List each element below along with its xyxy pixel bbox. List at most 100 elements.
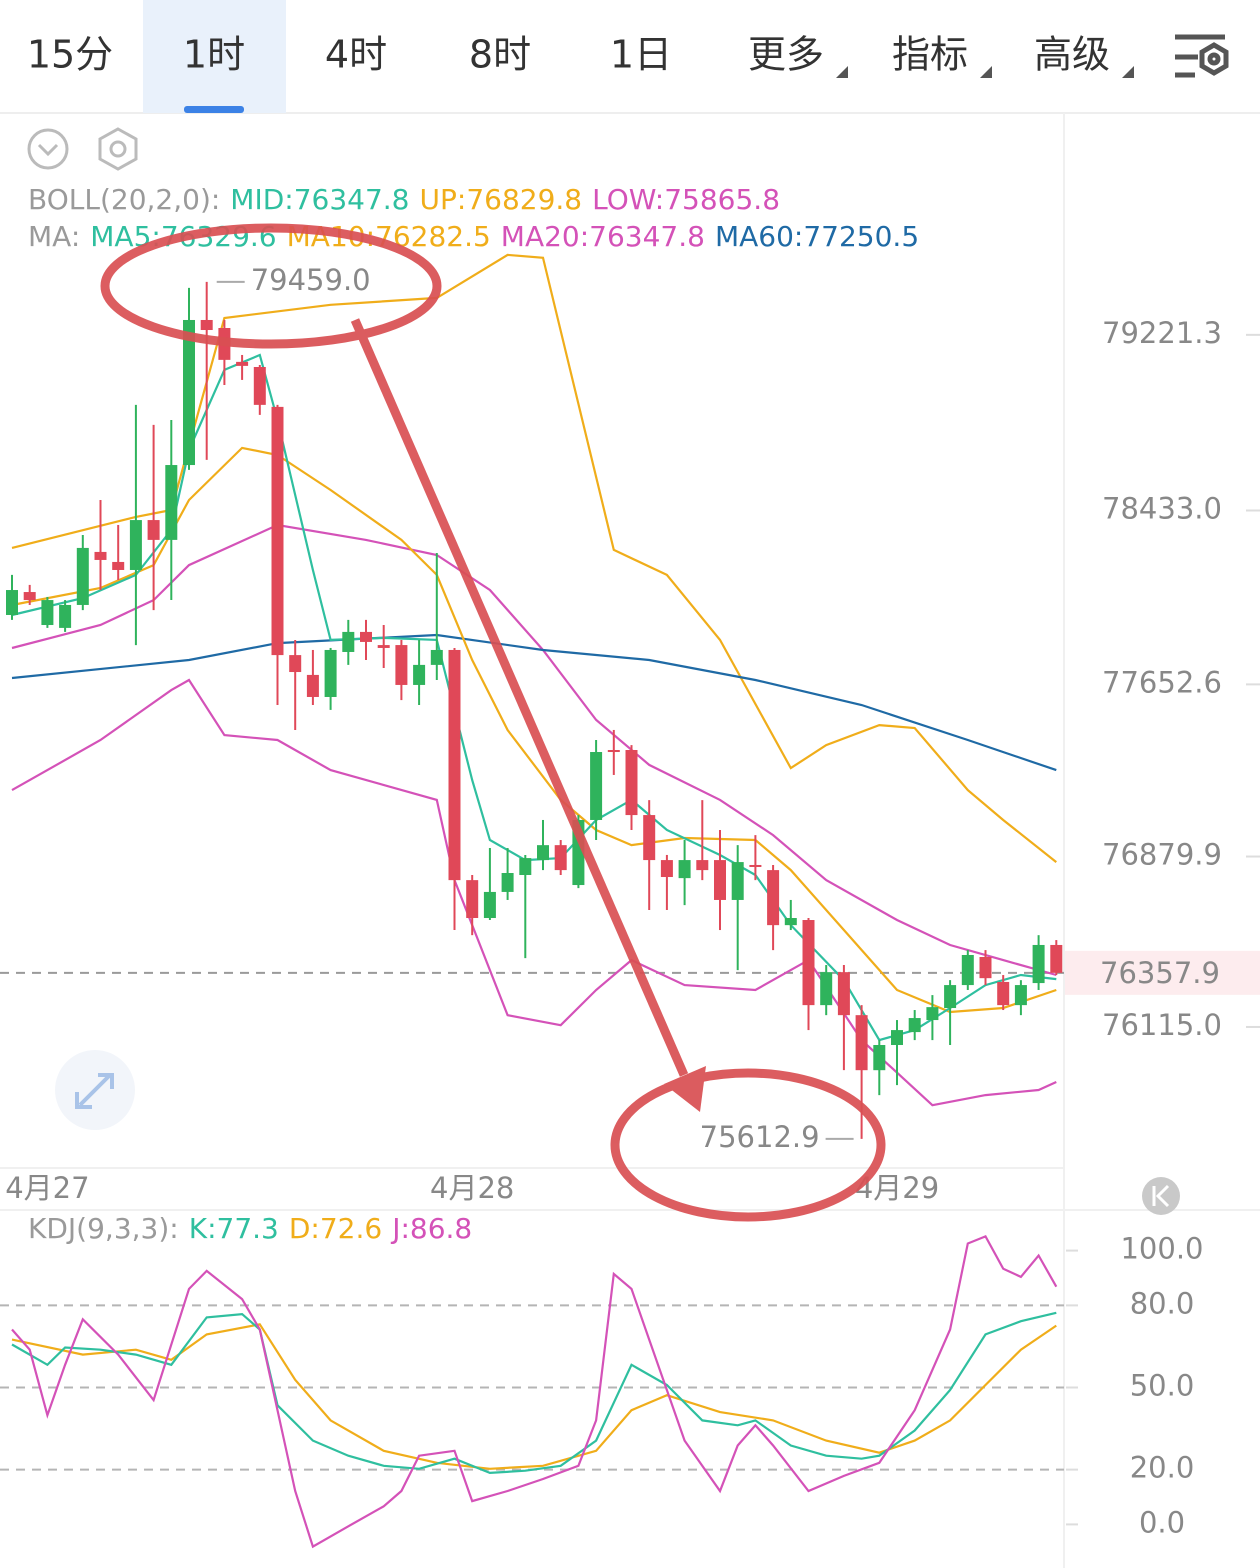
candle-body xyxy=(200,319,213,331)
fullscreen-button[interactable] xyxy=(55,1050,135,1130)
legend-item: KDJ(9,3,3): xyxy=(28,1212,179,1245)
legend-item: LOW:75865.8 xyxy=(592,183,780,216)
legend-item: K:77.3 xyxy=(189,1212,279,1245)
y-tick-label: 100.0 xyxy=(1120,1232,1203,1266)
chart-area: BOLL(20,2,0): MID:76347.8 UP:76829.8 LOW:75… xyxy=(0,183,1260,1549)
candle-body xyxy=(41,600,54,626)
legend-item: J:86.8 xyxy=(390,1212,472,1245)
candle-body xyxy=(820,972,833,1006)
candle-body xyxy=(643,815,656,861)
last-price-bg xyxy=(1065,950,1260,995)
tab[interactable]: 更多 xyxy=(748,33,824,77)
candle-body xyxy=(714,860,726,900)
candle-body xyxy=(749,864,762,867)
tab[interactable]: 15分 xyxy=(27,33,113,77)
legend-item: MA20:76347.8 xyxy=(501,220,705,253)
high-label: 79459.0 xyxy=(251,263,371,297)
candle-body xyxy=(129,520,142,570)
y-tick-label: 80.0 xyxy=(1130,1286,1195,1320)
icon-glyph xyxy=(1152,1184,1170,1208)
icon-chevron xyxy=(37,143,59,157)
icon-circle xyxy=(27,128,69,170)
candle-body xyxy=(6,590,18,615)
candle-body xyxy=(802,920,815,1006)
candle-body xyxy=(466,880,479,919)
candle-body xyxy=(519,858,532,876)
candle-body xyxy=(165,465,178,540)
candle-body xyxy=(76,547,89,605)
candle-body xyxy=(873,1045,886,1071)
dropdown-indicator xyxy=(1122,66,1134,78)
icon-arrow xyxy=(98,1073,114,1089)
candle-body xyxy=(1014,985,1027,1006)
legend-item: MA60:77250.5 xyxy=(715,220,919,253)
legend: BOLL(20,2,0): MID:76347.8 UP:76829.8 LOW:75… xyxy=(28,183,780,216)
icon-circle xyxy=(1142,1177,1180,1215)
collapse-button[interactable] xyxy=(27,128,69,170)
y-tick-label: 0.0 xyxy=(1139,1505,1185,1539)
candle-body xyxy=(306,674,319,697)
candle-body xyxy=(625,750,638,816)
candle-body xyxy=(1032,944,1045,984)
legend: MA: MA5:76329.6 MA10:76282.5 MA20:76347.8 MA… xyxy=(28,220,919,253)
active-tab-bg xyxy=(143,0,286,113)
candle-body xyxy=(678,860,691,879)
annotation-circle xyxy=(610,1068,886,1222)
y-tick-label: 76879.9 xyxy=(1102,838,1222,872)
indicator-line xyxy=(11,678,1057,1107)
candle-body xyxy=(289,655,302,673)
candle-body xyxy=(324,649,337,697)
legend-item: D:72.6 xyxy=(289,1212,382,1245)
candle-body xyxy=(944,985,957,1009)
legend: KDJ(9,3,3): K:77.3 D:72.6 J:86.8 xyxy=(28,1212,472,1245)
candle-body xyxy=(147,520,160,540)
legend-item: MA: xyxy=(28,220,80,253)
tab[interactable]: 4时 xyxy=(325,33,387,77)
candle-body xyxy=(501,872,514,892)
y-tick-label: 76115.0 xyxy=(1102,1008,1222,1042)
tab[interactable]: 高级 xyxy=(1034,33,1110,77)
indicator-line xyxy=(11,523,1057,977)
indicator-line xyxy=(11,633,1057,772)
indicator-line xyxy=(11,1311,1057,1475)
candle-body xyxy=(696,860,709,871)
candle-body xyxy=(94,551,107,560)
candle-body xyxy=(926,1007,939,1021)
settings-icon[interactable] xyxy=(1175,34,1229,78)
icon-dot xyxy=(1207,52,1221,66)
candle-body xyxy=(395,645,408,685)
candle-body xyxy=(448,649,461,881)
x-tick-label: 4月27 xyxy=(5,1171,89,1205)
scroll-latest-button[interactable] xyxy=(1142,1177,1180,1215)
candle-body xyxy=(23,592,36,601)
indicator-line xyxy=(11,446,1057,1014)
candle-body xyxy=(767,870,780,926)
tab[interactable]: 8时 xyxy=(469,33,531,77)
y-tick-label: 77652.6 xyxy=(1102,665,1222,699)
candle-body xyxy=(537,845,549,861)
indicator-settings-button[interactable] xyxy=(98,127,138,171)
legend-item: MID:76347.8 xyxy=(230,183,409,216)
candle-body xyxy=(413,664,426,685)
x-tick-label: 4月28 xyxy=(430,1171,514,1205)
legend-item: UP:76829.8 xyxy=(420,183,583,216)
candle-body xyxy=(837,972,850,1016)
dropdown-indicator xyxy=(836,66,848,78)
candle-body xyxy=(112,561,125,570)
candle-body xyxy=(236,361,249,366)
y-tick-label: 20.0 xyxy=(1130,1451,1195,1485)
candle-body xyxy=(855,1015,868,1071)
candle-body xyxy=(360,631,372,642)
tab[interactable]: 1时 xyxy=(183,33,245,77)
candle-body xyxy=(59,604,72,628)
candle-body xyxy=(342,631,355,652)
tab[interactable]: 指标 xyxy=(892,33,968,77)
y-tick-label: 78433.0 xyxy=(1102,491,1222,525)
tab[interactable]: 1日 xyxy=(610,33,672,77)
candle-body xyxy=(961,954,974,986)
indicator-line xyxy=(11,1235,1058,1549)
candle-body xyxy=(253,366,266,405)
y-tick-label: 50.0 xyxy=(1130,1369,1195,1403)
annotation-arrow xyxy=(350,318,689,1077)
